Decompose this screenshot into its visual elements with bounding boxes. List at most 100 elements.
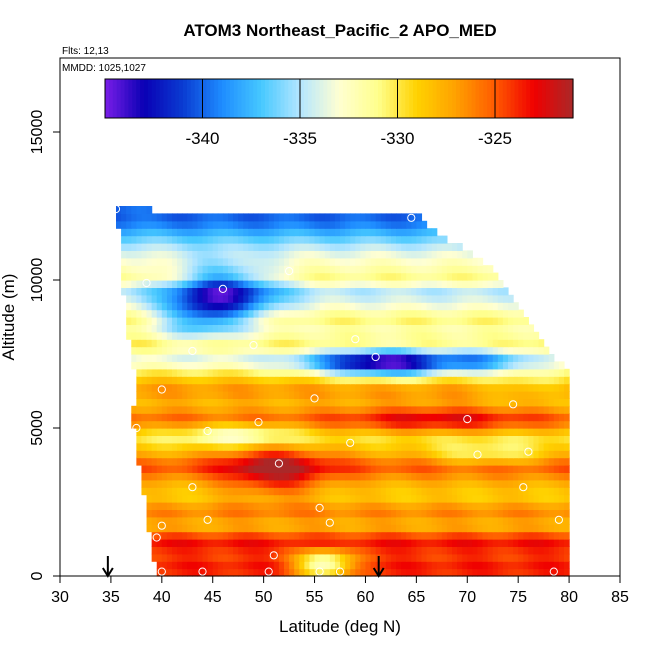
heatmap-cell (533, 457, 540, 466)
heatmap-cell (314, 324, 321, 333)
heatmap-cell (228, 243, 234, 251)
heatmap-cell (457, 561, 463, 570)
heatmap-cell (390, 309, 397, 318)
heatmap-cell (553, 502, 560, 510)
heatmap-cell (380, 309, 387, 318)
heatmap-cell (268, 376, 275, 385)
heatmap-cell (258, 368, 265, 377)
heatmap-cell (411, 546, 417, 555)
heatmap-cell (492, 568, 499, 577)
heatmap-cell (477, 324, 484, 333)
heatmap-cell (258, 346, 265, 355)
heatmap-cell (370, 243, 377, 251)
heatmap-cell (156, 354, 163, 362)
heatmap-cell (467, 368, 473, 377)
heatmap-cell (248, 413, 255, 422)
heatmap-cell (431, 339, 438, 348)
heatmap-cell (324, 368, 331, 377)
heatmap-cell (401, 302, 407, 311)
heatmap-cell (202, 287, 209, 296)
heatmap-cell (375, 243, 382, 251)
heatmap-cell (146, 516, 153, 525)
heatmap-cell (380, 435, 387, 444)
heatmap-cell (518, 398, 524, 407)
heatmap-cell (319, 442, 326, 451)
heatmap-cell (284, 391, 290, 399)
heatmap-cell (146, 220, 153, 229)
heatmap-cell (126, 272, 132, 281)
heatmap-cell (319, 457, 326, 466)
heatmap-cell (329, 213, 336, 222)
heatmap-cell (187, 354, 193, 362)
heatmap-cell (187, 561, 193, 570)
heatmap-cell (411, 553, 417, 562)
heatmap-cell (558, 420, 565, 429)
heatmap-cell (457, 524, 463, 533)
heatmap-cell (329, 228, 336, 237)
heatmap-cell (380, 539, 387, 547)
heatmap-cell (441, 479, 448, 488)
heatmap-cell (334, 531, 341, 540)
heatmap-cell (334, 265, 341, 274)
heatmap-cell (177, 398, 183, 407)
heatmap-cell (401, 309, 407, 318)
heatmap-cell (452, 346, 458, 355)
heatmap-cell (187, 398, 193, 407)
heatmap-cell (243, 265, 249, 274)
heatmap-cell (284, 354, 290, 362)
heatmap-cell (217, 331, 224, 340)
heatmap-cell (324, 331, 331, 340)
heatmap-cell (340, 324, 346, 333)
heatmap-cell (304, 243, 311, 251)
heatmap-cell (161, 287, 168, 296)
heatmap-cell (141, 457, 148, 466)
heatmap-cell (263, 479, 270, 488)
heatmap-cell (482, 531, 489, 540)
heatmap-cell (416, 376, 423, 385)
sample-point (310, 394, 319, 403)
heatmap-cell (411, 257, 417, 266)
heatmap-cell (406, 354, 412, 362)
heatmap-cell (156, 257, 163, 266)
colorbar-swatch (393, 79, 399, 118)
heatmap-cell (202, 442, 209, 451)
heatmap-cell (421, 391, 428, 399)
heatmap-cell (401, 324, 407, 333)
sample-point (554, 515, 564, 524)
heatmap-cell (508, 420, 514, 429)
heatmap-cell (309, 450, 316, 459)
heatmap-cell (197, 339, 204, 348)
heatmap-cell (411, 331, 417, 340)
heatmap-cell (217, 235, 224, 244)
heatmap-cell (350, 361, 356, 370)
heatmap-cell (238, 339, 244, 348)
heatmap-cell (564, 465, 570, 473)
heatmap-cell (263, 487, 270, 496)
heatmap-cell (441, 302, 448, 311)
heatmap-cell (457, 250, 463, 259)
heatmap-cell (543, 487, 550, 496)
heatmap-cell (161, 442, 168, 451)
heatmap-cell (421, 361, 428, 370)
heatmap-cell (238, 442, 244, 451)
sample-point (463, 415, 472, 424)
sample-point (346, 438, 355, 447)
heatmap-cell (324, 494, 331, 503)
heatmap-cell (233, 450, 239, 459)
heatmap-cell (396, 509, 402, 518)
heatmap-cell (523, 531, 529, 540)
heatmap-cell (441, 524, 448, 533)
heatmap-cell (136, 265, 143, 274)
heatmap-cell (151, 331, 158, 340)
heatmap-cell (182, 472, 188, 481)
heatmap-cell (334, 346, 341, 355)
heatmap-cell (146, 405, 153, 414)
heatmap-cell (278, 442, 285, 451)
heatmap-cell (334, 272, 341, 281)
heatmap-cell (187, 339, 193, 348)
colorbar-swatch (159, 79, 165, 118)
heatmap-cell (492, 546, 499, 555)
heatmap-cell (233, 428, 239, 436)
heatmap-cell (278, 376, 285, 385)
heatmap-cell (355, 561, 361, 570)
